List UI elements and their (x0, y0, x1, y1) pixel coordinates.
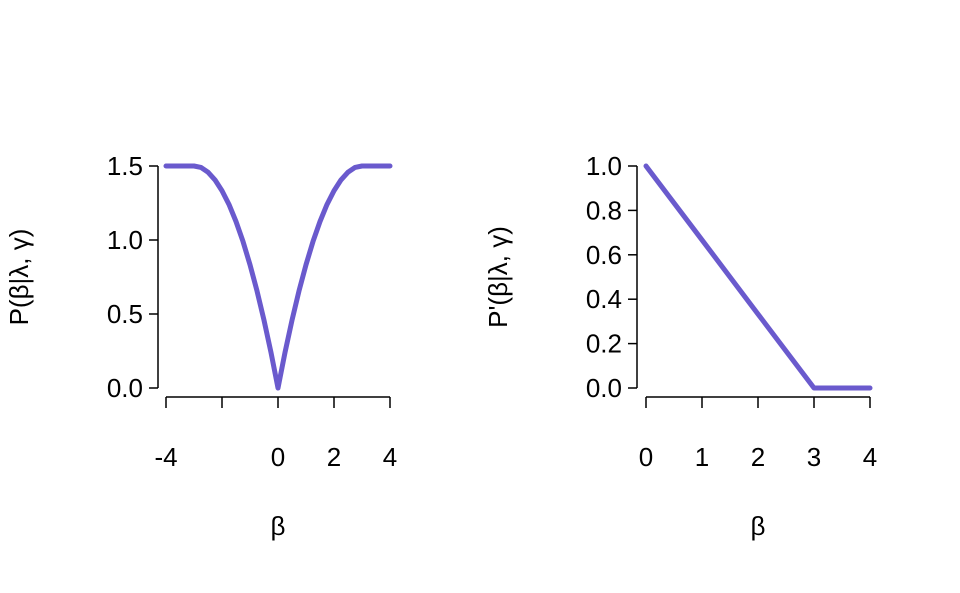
x-tick-label: 1 (695, 442, 709, 472)
series-group (163, 163, 393, 391)
x-tick-label: 4 (863, 442, 877, 472)
x-tick-label: 2 (751, 442, 765, 472)
series-group (643, 163, 873, 391)
panel-penalty: 0.0 0.5 1.0 1.5 -4 0 2 4 β P(β|λ, γ) (4, 151, 397, 541)
y-tick-label: 0.0 (586, 373, 622, 403)
y-axis-title: P'(β|λ, γ) (483, 226, 513, 328)
y-tick-label: 1.0 (107, 225, 143, 255)
series-line (643, 163, 873, 391)
y-axis-ticks: 0.0 0.5 1.0 1.5 (107, 151, 158, 403)
x-axis-ticks: -4 0 2 4 (154, 397, 397, 472)
y-tick-label: 0.6 (586, 240, 622, 270)
y-axis-title: P(β|λ, γ) (4, 229, 34, 326)
y-tick-label: 0.4 (586, 284, 622, 314)
y-axis-ticks: 0.0 0.2 0.4 0.6 0.8 1.0 (586, 151, 637, 403)
x-tick-label: 4 (383, 442, 397, 472)
x-tick-label: 0 (639, 442, 653, 472)
x-axis-title: β (271, 511, 286, 541)
x-tick-label: 3 (807, 442, 821, 472)
y-tick-label: 0.0 (107, 373, 143, 403)
y-tick-label: 0.8 (586, 195, 622, 225)
x-tick-label: 0 (271, 442, 285, 472)
series-line (163, 163, 393, 391)
y-tick-label: 0.5 (107, 299, 143, 329)
panel-penalty-derivative: 0.0 0.2 0.4 0.6 0.8 1.0 0 1 2 3 4 β P'(β|λ, γ) (483, 151, 877, 541)
x-axis-ticks: 0 1 2 3 4 (639, 397, 877, 472)
x-tick-label: 2 (327, 442, 341, 472)
x-tick-label: -4 (154, 442, 177, 472)
y-tick-label: 0.2 (586, 329, 622, 359)
x-axis-title: β (751, 511, 766, 541)
y-tick-label: 1.0 (586, 151, 622, 181)
y-tick-label: 1.5 (107, 151, 143, 181)
